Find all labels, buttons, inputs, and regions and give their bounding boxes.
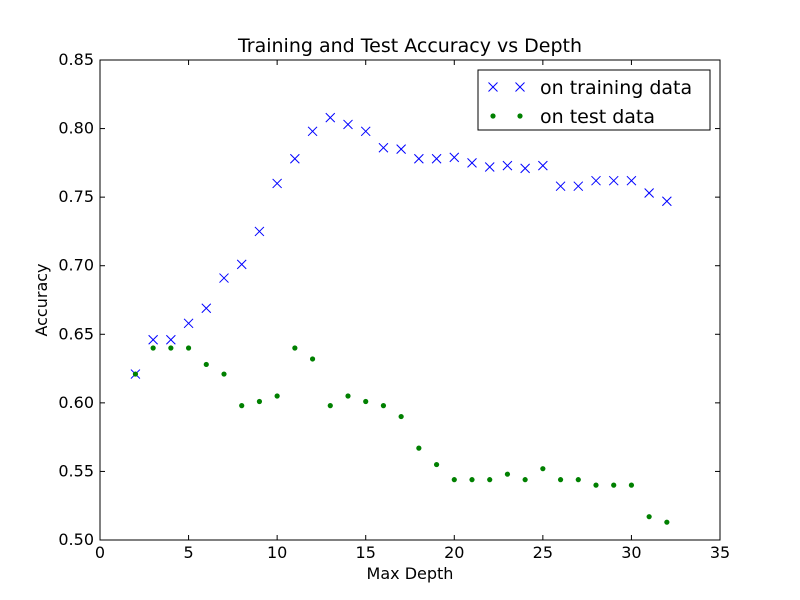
- test-point: [575, 477, 581, 483]
- y-tick-label: 0.60: [58, 393, 94, 412]
- legend-marker-test: [517, 113, 523, 119]
- test-point: [522, 477, 528, 483]
- training-point: [290, 153, 300, 164]
- training-point: [484, 162, 495, 172]
- training-point: [201, 303, 212, 314]
- test-point: [363, 398, 369, 405]
- legend-label: on training data: [540, 77, 692, 99]
- training-point: [538, 160, 548, 171]
- training-point: [449, 152, 460, 163]
- y-tick-label: 0.75: [58, 187, 94, 206]
- legend: on training data on test data: [477, 69, 711, 131]
- test-point: [611, 482, 617, 488]
- test-point: [433, 461, 440, 468]
- test-point: [557, 477, 564, 483]
- training-point: [431, 153, 442, 164]
- training-point: [236, 259, 247, 270]
- training-point: [325, 112, 336, 123]
- x-tick-label: 10: [267, 543, 287, 562]
- chart-title: Training and Test Accuracy vs Depth: [237, 35, 582, 57]
- test-point: [345, 393, 351, 399]
- test-point: [309, 356, 316, 362]
- legend-box: [477, 69, 711, 131]
- test-point: [239, 403, 245, 409]
- test-point: [274, 393, 280, 399]
- test-point: [292, 345, 298, 351]
- x-tick-label: 20: [444, 543, 464, 562]
- training-point: [662, 196, 672, 207]
- legend-entry: on training data: [488, 77, 692, 99]
- x-axis-label: Max Depth: [367, 564, 454, 583]
- test-point: [327, 403, 333, 409]
- x-tick-label: 30: [621, 543, 641, 562]
- training-point: [555, 181, 566, 192]
- y-tick-label: 0.70: [58, 256, 94, 275]
- test-point: [380, 403, 387, 409]
- test-point: [168, 345, 174, 351]
- training-point: [608, 175, 619, 186]
- training-point: [378, 142, 389, 153]
- training-point: [272, 178, 282, 189]
- training-point: [573, 181, 584, 192]
- training-point: [467, 158, 477, 168]
- test-point: [221, 371, 227, 377]
- test-point: [593, 482, 599, 488]
- axes: 0 5 10 15 20 25 30 35 0.50 0.55 0.60 0.65 0.70 0.75 0.…: [58, 50, 730, 562]
- test-point: [398, 413, 404, 420]
- training-point: [520, 163, 530, 174]
- x-tick-label: 25: [533, 543, 553, 562]
- training-point: [360, 126, 371, 137]
- test-point: [664, 519, 670, 525]
- training-point: [626, 175, 637, 186]
- y-tick-label: 0.65: [58, 324, 94, 343]
- test-point: [469, 477, 475, 483]
- test-point: [132, 371, 139, 377]
- training-point: [307, 126, 318, 137]
- x-tick-label: 0: [95, 543, 105, 562]
- plot-area: [130, 112, 672, 525]
- y-tick-label: 0.55: [58, 461, 94, 480]
- test-point: [150, 345, 156, 351]
- training-point: [183, 318, 194, 329]
- training-point: [254, 226, 265, 237]
- x-tick-label: 35: [710, 543, 730, 562]
- y-tick-label: 0.85: [58, 50, 94, 69]
- legend-entry: on test data: [490, 106, 655, 128]
- y-axis-label: Accuracy: [32, 263, 51, 336]
- training-point: [396, 144, 406, 154]
- x-tick-label: 15: [356, 543, 376, 562]
- test-point: [646, 514, 652, 520]
- test-point: [540, 466, 546, 472]
- test-point: [185, 345, 192, 351]
- legend-marker-test: [490, 113, 496, 119]
- training-point: [591, 175, 601, 186]
- x-tick-label: 5: [183, 543, 193, 562]
- training-point: [219, 273, 229, 283]
- y-tick-label: 0.80: [58, 119, 94, 138]
- y-tick-label: 0.50: [58, 530, 94, 549]
- test-point: [504, 471, 511, 477]
- legend-marker-training: [488, 82, 498, 92]
- training-point: [343, 119, 353, 130]
- training-point: [644, 188, 654, 198]
- legend-marker-training: [515, 82, 525, 92]
- test-point: [451, 477, 457, 483]
- training-point: [166, 334, 176, 345]
- test-point: [628, 482, 635, 488]
- test-point: [256, 398, 263, 405]
- training-point: [502, 160, 513, 171]
- legend-label: on test data: [540, 106, 655, 128]
- training-point: [148, 334, 158, 345]
- test-point: [487, 477, 493, 483]
- test-point: [203, 361, 209, 368]
- test-point: [416, 445, 422, 451]
- axes-frame: [99, 59, 721, 541]
- training-point: [414, 153, 424, 164]
